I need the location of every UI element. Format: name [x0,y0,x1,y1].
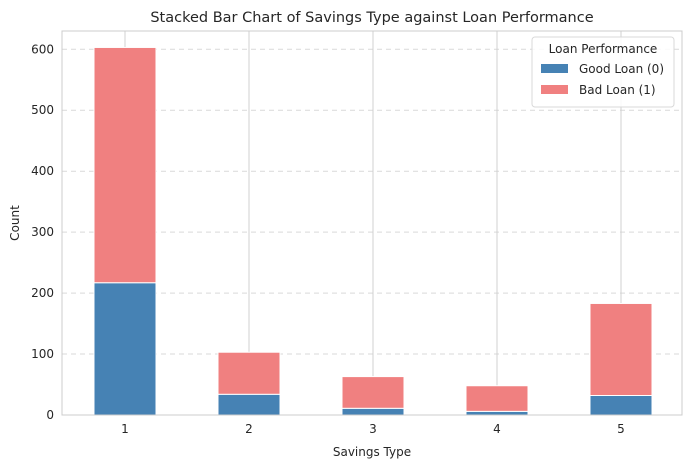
bar-segment-bad-loan [465,385,529,412]
legend-title: Loan Performance [549,42,658,56]
bar-segment-bad-loan [589,302,653,396]
ticks-layer: 0 100 200 300 400 500 600 1 2 3 4 5 [31,42,625,436]
y-axis-label: Count [8,205,22,241]
bar-segment-good-loan [93,282,157,416]
y-tick-label: 500 [31,103,54,117]
chart-title: Stacked Bar Chart of Savings Type agains… [150,10,593,26]
x-axis-label: Savings Type [333,445,411,459]
x-tick-label: 1 [121,422,129,436]
bar-segment-good-loan [341,407,405,416]
bar-segment-bad-loan [341,376,405,409]
bar-segment-good-loan [217,393,281,416]
bars-layer [93,46,653,416]
x-tick-label: 4 [493,422,501,436]
y-tick-label: 200 [31,286,54,300]
legend-swatch-good-loan [541,64,568,73]
legend: Loan Performance Good Loan (0) Bad Loan … [531,36,675,108]
x-tick-label: 5 [617,422,625,436]
x-tick-label: 3 [369,422,377,436]
y-tick-label: 100 [31,347,54,361]
y-tick-label: 600 [31,42,54,56]
bar-segment-good-loan [589,394,653,416]
legend-label-bad-loan: Bad Loan (1) [579,83,656,97]
bar-segment-bad-loan [217,351,281,395]
bar-segment-good-loan [465,410,529,416]
x-tick-label: 2 [245,422,253,436]
y-tick-label: 0 [46,408,54,422]
legend-swatch-bad-loan [541,85,568,94]
y-tick-label: 300 [31,225,54,239]
legend-label-good-loan: Good Loan (0) [579,62,664,76]
y-tick-label: 400 [31,164,54,178]
plot-frame [61,30,683,416]
bar-segment-bad-loan [93,46,157,284]
